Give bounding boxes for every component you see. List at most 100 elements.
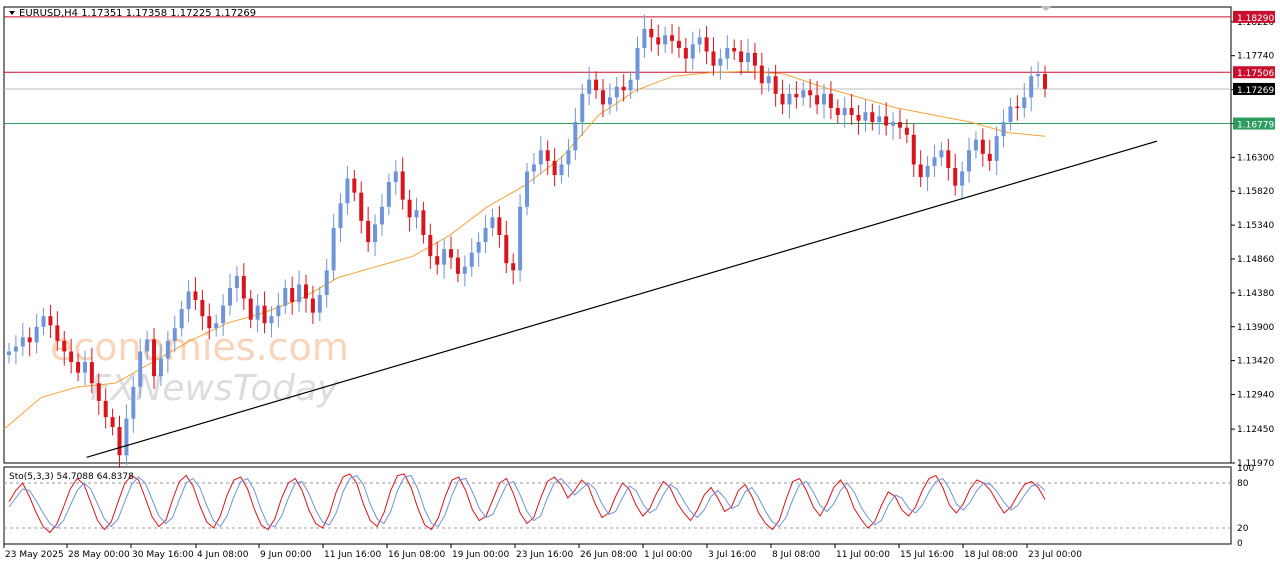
stochastic-layer (4, 473, 1231, 534)
candle (366, 206, 371, 252)
candle (255, 294, 260, 333)
price-tick-label: 1.13900 (1237, 323, 1274, 333)
candle (884, 102, 889, 136)
candle (980, 128, 985, 167)
candle (89, 347, 94, 394)
candle (310, 285, 315, 324)
candle (725, 35, 730, 70)
time-tick-label: 8 Jul 08:00 (772, 550, 821, 560)
stochastic-axis: 100 80 20 0 (1237, 464, 1254, 549)
time-tick-label: 16 Jun 08:00 (388, 550, 445, 560)
candle (835, 99, 840, 124)
candle (842, 96, 847, 128)
candle (462, 255, 467, 287)
candle (248, 290, 253, 329)
candle (1036, 61, 1041, 88)
candle (538, 136, 543, 175)
candle (324, 259, 329, 308)
level-label-box (1233, 82, 1275, 95)
candle (62, 331, 67, 366)
price-tick-label: 1.13420 (1237, 357, 1274, 367)
time-tick-label: 11 Jul 00:00 (836, 550, 890, 560)
candle (918, 150, 923, 187)
candle (545, 140, 550, 175)
candle (449, 236, 454, 269)
candle (552, 148, 557, 187)
candle (379, 194, 384, 236)
level-label-text: 1.16779 (1237, 121, 1274, 131)
watermark-line2: FXNewsToday (90, 368, 339, 409)
candle (752, 43, 757, 80)
price-tick-label: 1.14380 (1237, 289, 1274, 299)
price-panel-frame (3, 6, 1232, 464)
candle (303, 274, 308, 313)
candle (138, 338, 143, 399)
price-tick-label: 1.11970 (1237, 459, 1274, 469)
candle (1043, 65, 1047, 98)
candle (704, 26, 709, 65)
candle (152, 328, 157, 389)
candle (393, 160, 398, 195)
time-tick-label: 18 Jul 08:00 (964, 550, 1018, 560)
dropdown-arrow-icon[interactable] (9, 11, 15, 15)
candle (711, 37, 716, 76)
time-tick-label: 11 Jun 16:00 (324, 550, 381, 560)
candle (821, 83, 826, 119)
ascending-trendline[interactable] (86, 140, 1158, 458)
candle (939, 141, 944, 166)
candle (497, 206, 502, 248)
candle (856, 105, 861, 135)
watermark: economies.com FXNewsToday (50, 325, 349, 409)
candle (801, 81, 806, 106)
candle (994, 126, 999, 175)
candle (531, 153, 536, 185)
candle (221, 294, 226, 336)
candle (897, 109, 902, 139)
candle (455, 249, 460, 283)
candle (200, 290, 205, 331)
candle (953, 153, 958, 196)
candle (683, 38, 688, 73)
candle (967, 137, 972, 183)
candle (214, 314, 219, 337)
candle (614, 76, 619, 112)
candle (746, 38, 751, 72)
candle (103, 388, 108, 429)
candles-layer (7, 14, 1047, 468)
candle (891, 112, 896, 140)
candle (559, 155, 564, 184)
candle (780, 79, 785, 115)
candle (41, 307, 46, 336)
candle (172, 315, 177, 353)
candle (110, 408, 115, 436)
price-tick-label: 1.12940 (1237, 391, 1274, 401)
candle (13, 335, 18, 365)
candle (870, 103, 875, 131)
candle (1008, 98, 1013, 131)
time-tick-label: 23 Jul 00:00 (1028, 550, 1082, 560)
candle (96, 373, 101, 415)
candle (904, 119, 909, 144)
candle (131, 376, 136, 433)
candle (773, 64, 778, 107)
candle (815, 81, 820, 115)
candle (787, 83, 792, 119)
time-tick-label: 1 Jul 00:00 (644, 550, 693, 560)
stoch-title: Sto(5,3,3) 54.7088 64.8378 (9, 472, 134, 482)
time-tick-label: 19 Jun 00:00 (452, 550, 509, 560)
candle (973, 131, 978, 159)
candle (925, 155, 930, 192)
chart-shift-icon[interactable] (1040, 6, 1052, 11)
candle (808, 79, 813, 108)
candle (297, 270, 302, 312)
candle (960, 161, 965, 200)
candle (849, 93, 854, 125)
candle (262, 291, 267, 334)
candle (621, 74, 626, 102)
stoch-tick-label: 20 (1237, 524, 1249, 534)
time-tick-label: 15 Jul 16:00 (900, 550, 954, 560)
candle (676, 26, 681, 58)
candle (628, 71, 633, 99)
